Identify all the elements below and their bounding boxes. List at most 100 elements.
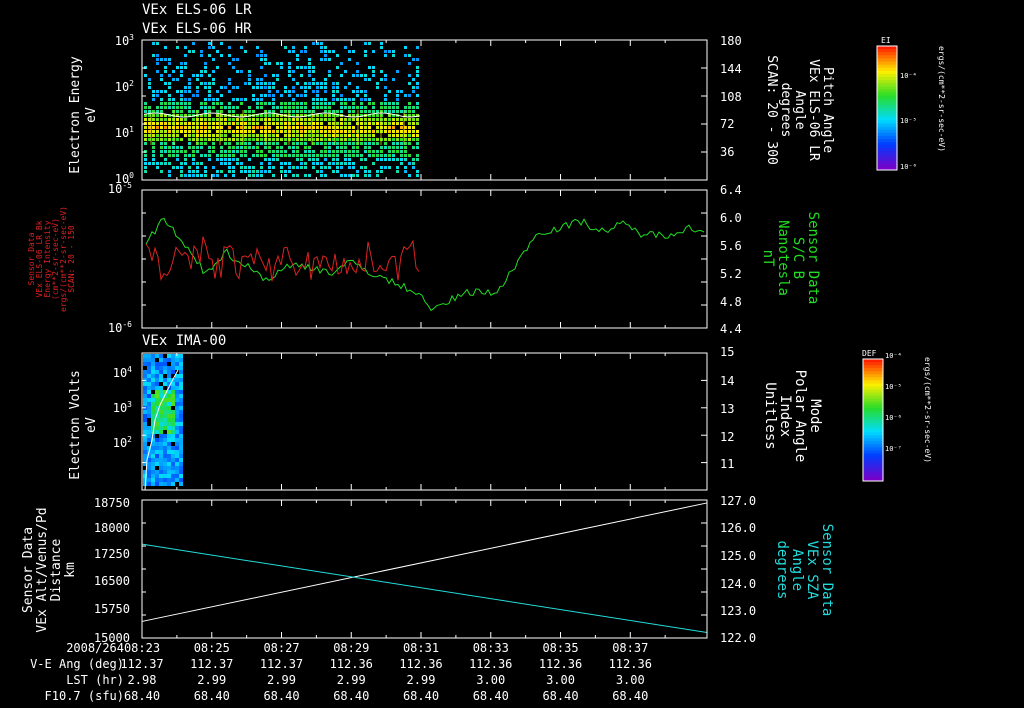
- spectrogram-cell: [180, 66, 183, 69]
- spectrogram-cell: [280, 150, 283, 153]
- spectrogram-cell: [179, 362, 183, 366]
- spectrogram-cell: [332, 82, 335, 85]
- spectrogram-cell: [184, 162, 187, 165]
- spectrogram-cell: [264, 130, 267, 133]
- spectrogram-cell: [364, 122, 367, 125]
- colorbar-ei-segment: [877, 129, 897, 134]
- spectrogram-cell: [167, 394, 171, 398]
- spectrogram-cell: [372, 110, 375, 113]
- spectrogram-cell: [320, 82, 323, 85]
- spectrogram-cell: [412, 146, 415, 149]
- spectrogram-cell: [384, 130, 387, 133]
- spectrogram-cell: [292, 70, 295, 73]
- spectrogram-cell: [188, 142, 191, 145]
- spectrogram-cell: [332, 142, 335, 145]
- spectrogram-cell: [224, 86, 227, 89]
- spectrogram-cell: [272, 118, 275, 121]
- spectrogram-cell: [159, 478, 163, 482]
- p3-right-line: Unitless: [762, 382, 778, 450]
- spectrogram-cell: [300, 102, 303, 105]
- spectrogram-cell: [292, 90, 295, 93]
- spectrogram-cell: [364, 142, 367, 145]
- colorbar-ei-segment: [877, 154, 897, 159]
- spectrogram-cell: [324, 142, 327, 145]
- spectrogram-cell: [372, 122, 375, 125]
- spectrogram-cell: [160, 170, 163, 173]
- spectrogram-cell: [172, 146, 175, 149]
- spectrogram-cell: [388, 134, 391, 137]
- spectrogram-cell: [404, 54, 407, 57]
- spectrogram-cell: [368, 118, 371, 121]
- spectrogram-cell: [224, 154, 227, 157]
- spectrogram-cell: [196, 90, 199, 93]
- spectrogram-cell: [256, 134, 259, 137]
- spectrogram-cell: [416, 70, 419, 73]
- spectrogram-cell: [336, 82, 339, 85]
- spectrogram-cell: [171, 354, 175, 358]
- p3-ytick-3: 103: [112, 400, 132, 415]
- spectrogram-cell: [300, 66, 303, 69]
- spectrogram-cell: [244, 166, 247, 169]
- colorbar-def-segment: [863, 438, 883, 442]
- spectrogram-cell: [236, 134, 239, 137]
- spectrogram-cell: [232, 174, 235, 177]
- spectrogram-cell: [164, 46, 167, 49]
- spectrogram-cell: [304, 86, 307, 89]
- spectrogram-cell: [155, 370, 159, 374]
- spectrogram-cell: [368, 142, 371, 145]
- spectrogram-cell: [412, 86, 415, 89]
- p4-left-line: Sensor Data: [21, 526, 36, 614]
- spectrogram-cell: [248, 138, 251, 141]
- spectrogram-cell: [163, 414, 167, 418]
- spectrogram-cell: [175, 446, 179, 450]
- spectrogram-cell: [384, 106, 387, 109]
- spectrogram-cell: [168, 118, 171, 121]
- spectrogram-cell: [400, 126, 403, 129]
- spectrogram-cell: [312, 158, 315, 161]
- spectrogram-cell: [380, 170, 383, 173]
- colorbar-def-segment: [863, 359, 883, 363]
- spectrogram-cell: [151, 454, 155, 458]
- footer-cell: 08:29: [333, 641, 370, 655]
- spectrogram-cell: [147, 414, 151, 418]
- spectrogram-cell: [404, 134, 407, 137]
- spectrogram-cell: [163, 422, 167, 426]
- spectrogram-cell: [300, 126, 303, 129]
- spectrogram-cell: [175, 478, 179, 482]
- spectrogram-cell: [392, 102, 395, 105]
- spectrogram-cell: [176, 114, 179, 117]
- spectrogram-cell: [220, 102, 223, 105]
- spectrogram-cell: [408, 154, 411, 157]
- spectrogram-cell: [264, 126, 267, 129]
- spectrogram-cell: [236, 126, 239, 129]
- spectrogram-cell: [236, 142, 239, 145]
- spectrogram-cell: [244, 142, 247, 145]
- spectrogram-cell: [272, 174, 275, 177]
- spectrogram-cell: [179, 470, 183, 474]
- spectrogram-cell: [200, 162, 203, 165]
- spectrogram-cell: [240, 122, 243, 125]
- spectrogram-cell: [252, 130, 255, 133]
- colorbar-def-segment: [863, 407, 883, 412]
- footer-row-label: V-E Ang (deg): [30, 657, 124, 671]
- colorbar-def-segment: [863, 444, 883, 448]
- spectrogram-cell: [236, 70, 239, 73]
- spectrogram-cell: [268, 134, 271, 137]
- spectrogram-cell: [408, 94, 411, 97]
- spectrogram-cell: [143, 446, 147, 450]
- spectrogram-cell: [179, 410, 183, 414]
- spectrogram-cell: [400, 130, 403, 133]
- spectrogram-cell: [163, 454, 167, 458]
- spectrogram-cell: [179, 374, 183, 378]
- spectrogram-cell: [167, 382, 171, 386]
- spectrogram-cell: [324, 78, 327, 81]
- spectrogram-cell: [188, 134, 191, 137]
- spectrogram-cell: [200, 70, 203, 73]
- spectrogram-cell: [300, 162, 303, 165]
- colorbar-ei-segment: [877, 77, 897, 81]
- spectrogram-cell: [244, 134, 247, 137]
- spectrogram-cell: [151, 374, 155, 378]
- spectrogram-cell: [348, 134, 351, 137]
- spectrogram-cell: [260, 142, 263, 145]
- spectrogram-cell: [159, 474, 163, 478]
